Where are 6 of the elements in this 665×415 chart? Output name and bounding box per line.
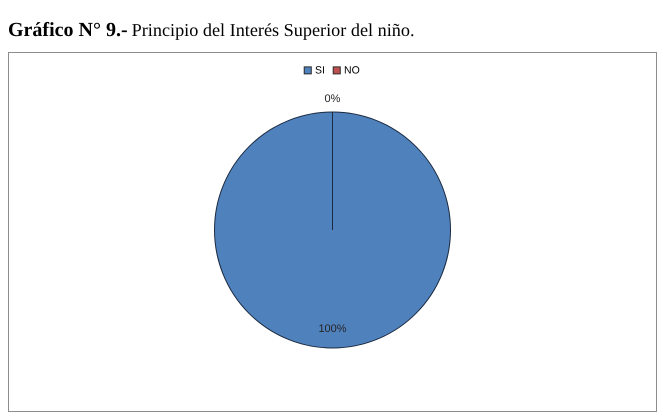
- legend-label: NO: [344, 64, 360, 76]
- data-label: 100%: [318, 323, 347, 336]
- chart-subtitle: Principio del Interés Superior del niño.: [132, 20, 414, 40]
- legend-label: SI: [315, 64, 325, 76]
- text: 0%: [324, 93, 340, 105]
- chart-title: Gráfico N° 9.-: [8, 19, 128, 41]
